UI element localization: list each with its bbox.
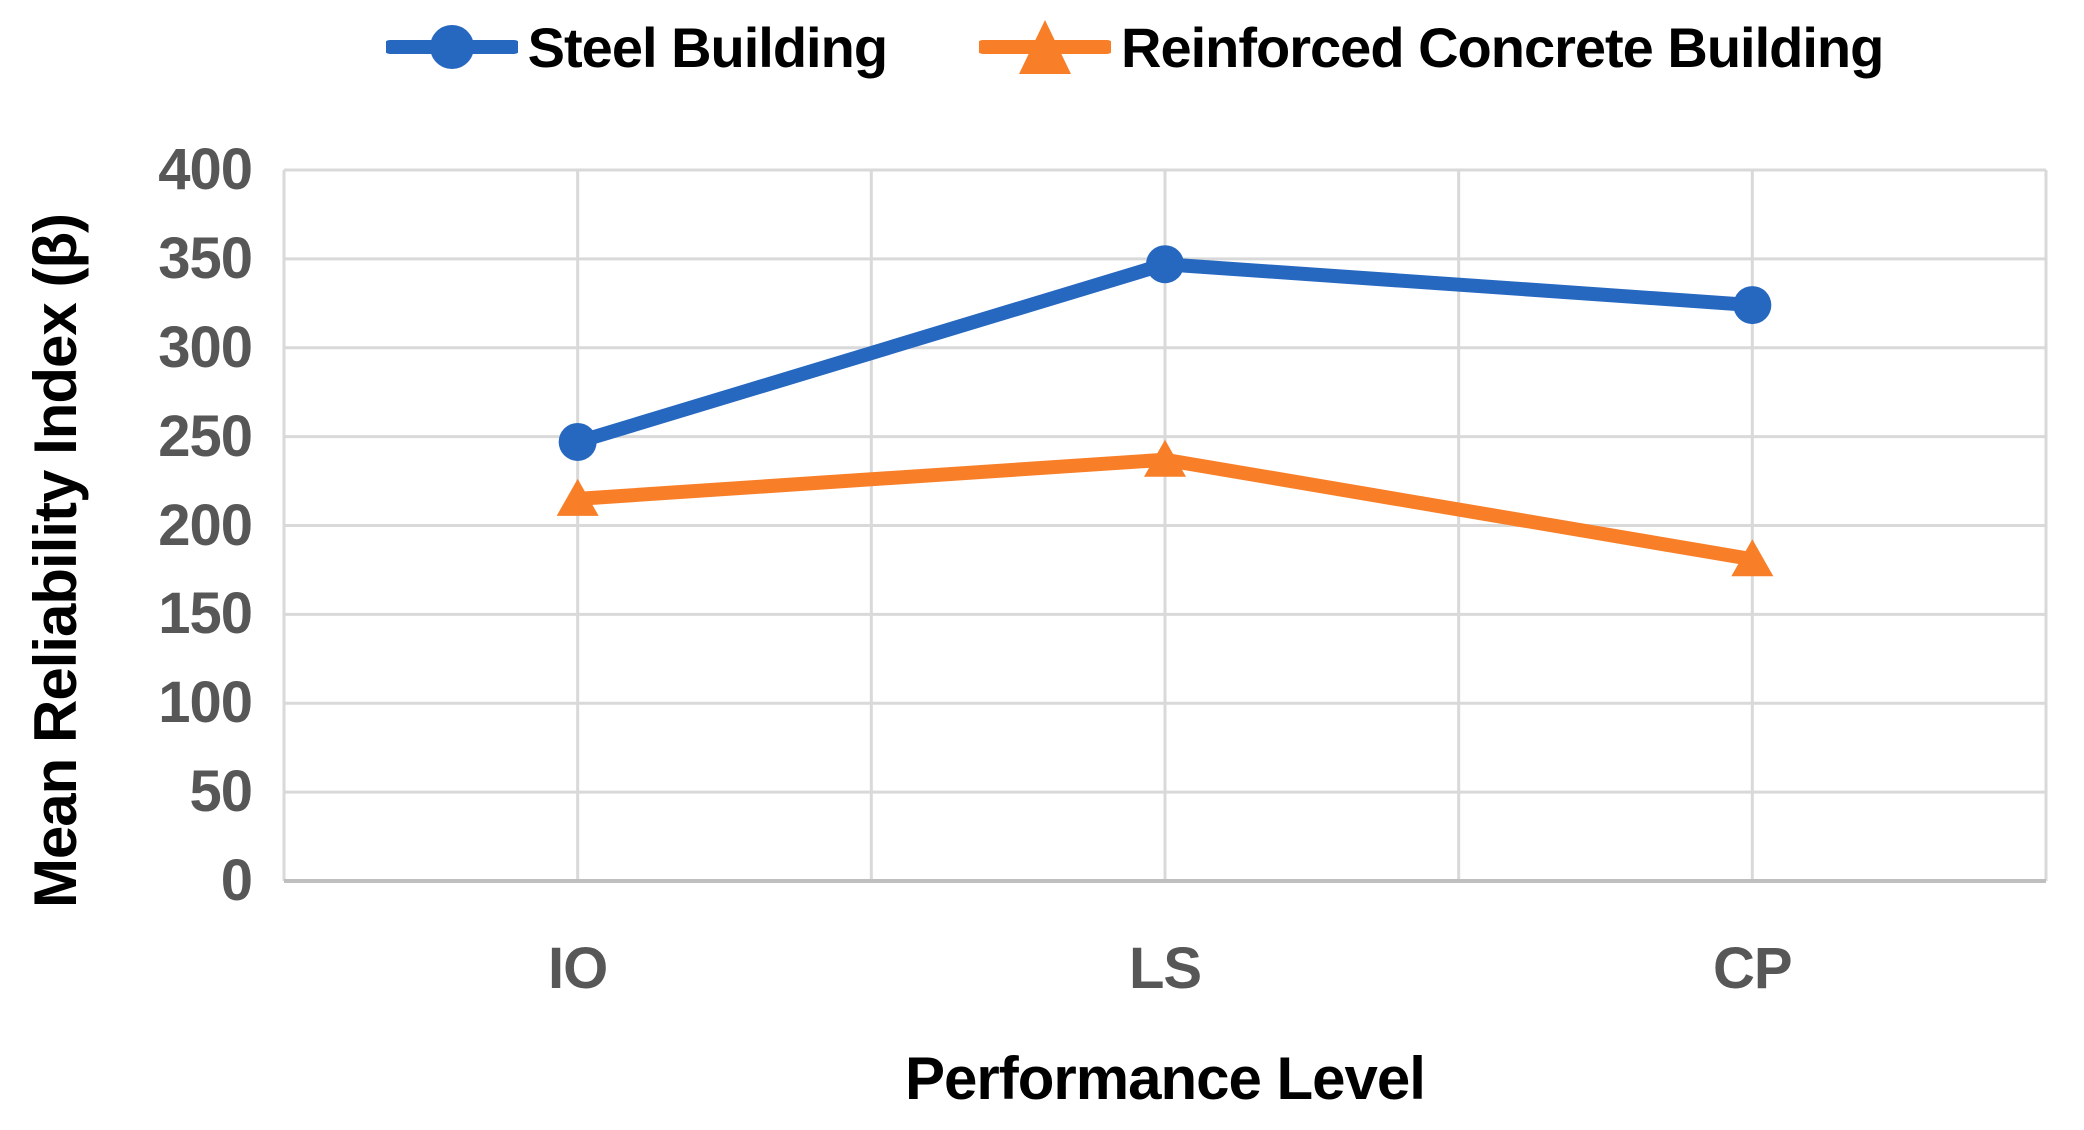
legend-item-steel-building: Steel Building: [385, 12, 888, 82]
data-point-steel-building-cp: [1733, 286, 1772, 325]
x-tick-label: IO: [548, 936, 608, 1001]
data-point-steel-building-ls: [1146, 245, 1184, 284]
y-tick-label: 250: [158, 403, 253, 469]
y-tick-label: 150: [158, 581, 253, 647]
x-axis-title: Performance Level: [905, 1045, 1426, 1112]
x-tick-label: CP: [1713, 936, 1793, 1001]
data-point-reinforced-concrete-building-ls: [1144, 439, 1186, 477]
triangle-marker-icon: [979, 20, 1112, 74]
legend-label-reinforced-concrete-building: Reinforced Concrete Building: [1121, 15, 1884, 79]
y-tick-label: 400: [158, 137, 253, 202]
circle-marker-icon: [385, 25, 518, 69]
y-tick-label: 0: [220, 848, 253, 913]
data-point-reinforced-concrete-building-cp: [1731, 539, 1774, 577]
y-tick-label: 100: [158, 670, 253, 736]
y-tick-label: 300: [158, 314, 253, 380]
y-tick-label: 350: [158, 225, 253, 291]
x-tick-label: LS: [1128, 936, 1202, 1001]
data-point-steel-building-io: [558, 422, 597, 461]
y-tick-label: 50: [189, 759, 253, 825]
legend: Steel Building Reinforced Concrete Build…: [0, 12, 2084, 82]
data-point-reinforced-concrete-building-io: [556, 478, 599, 516]
legend-item-reinforced-concrete-building: Reinforced Concrete Building: [979, 12, 1884, 82]
legend-label-steel-building: Steel Building: [527, 15, 888, 79]
y-tick-label: 200: [158, 492, 253, 558]
